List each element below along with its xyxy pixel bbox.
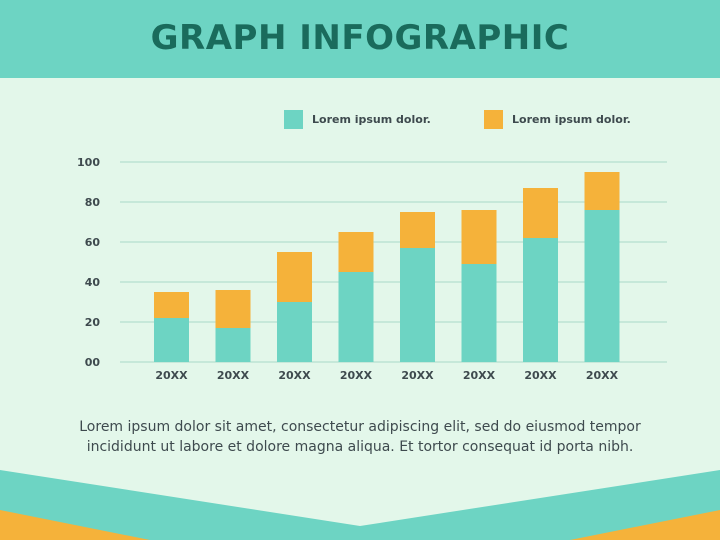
x-tick-label: 20XX [217, 369, 250, 382]
bar-segment-series-1 [338, 272, 374, 362]
footer-orange-left [0, 510, 150, 540]
footer-decoration [0, 470, 720, 540]
legend-label-series-2: Lorem ipsum dolor. [512, 113, 631, 126]
caption-line-2: incididunt ut labore et dolore magna ali… [86, 439, 634, 455]
y-tick-label: 60 [85, 236, 101, 249]
bar-segment-series-1 [400, 248, 435, 362]
caption-text: Lorem ipsum dolor sit amet, consectetur … [40, 417, 680, 457]
bar-segment-series-1 [215, 328, 251, 362]
y-tick-label: 100 [77, 156, 100, 169]
y-tick-label: 40 [85, 276, 101, 289]
stacked-bar-chart: 00 20 40 60 80 100 20XX 20XX 20XX 20XX 20XX 20XX 20X… [77, 156, 667, 382]
bar-segment-series-2 [400, 212, 435, 248]
bar-segment-series-1 [154, 318, 189, 362]
bar-segment-series-2 [215, 290, 251, 328]
legend-label-series-1: Lorem ipsum dolor. [312, 113, 431, 126]
x-tick-label: 20XX [155, 369, 188, 382]
legend-swatch-teal [284, 110, 303, 129]
bar-segment-series-2 [277, 252, 312, 302]
y-tick-label: 80 [85, 196, 101, 209]
bar-segment-series-1 [523, 238, 558, 362]
x-tick-label: 20XX [463, 369, 496, 382]
footer-teal-band [0, 470, 720, 540]
bar-segment-series-1 [277, 302, 312, 362]
y-tick-label: 00 [85, 356, 101, 369]
x-tick-label: 20XX [401, 369, 434, 382]
x-tick-label: 20XX [278, 369, 311, 382]
legend-item-series-1: Lorem ipsum dolor. [284, 110, 431, 129]
x-tick-label: 20XX [586, 369, 619, 382]
legend-item-series-2: Lorem ipsum dolor. [484, 110, 631, 129]
bar-segment-series-1 [584, 210, 620, 362]
bar-segment-series-1 [461, 264, 497, 362]
page-title: GRAPH INFOGRAPHIC [150, 18, 570, 58]
header-banner: GRAPH INFOGRAPHIC [0, 0, 720, 78]
x-tick-label: 20XX [340, 369, 373, 382]
bar-segment-series-2 [461, 210, 497, 264]
footer-orange-right [570, 510, 720, 540]
legend-swatch-orange [484, 110, 503, 129]
y-tick-label: 20 [85, 316, 101, 329]
caption-line-1: Lorem ipsum dolor sit amet, consectetur … [79, 419, 641, 435]
x-tick-label: 20XX [524, 369, 557, 382]
bar-segment-series-2 [584, 172, 620, 210]
bar-segment-series-2 [154, 292, 189, 318]
bar-segment-series-2 [338, 232, 374, 272]
bar-segment-series-2 [523, 188, 558, 238]
